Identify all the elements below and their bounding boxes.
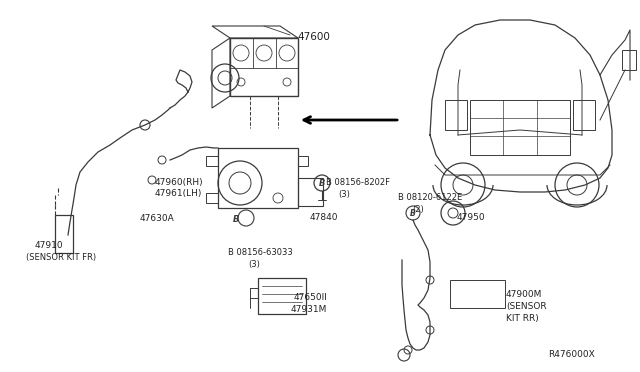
Bar [258,278,306,314]
Text: KIT RR): KIT RR) [506,314,539,323]
Bar [470,100,570,155]
Text: (3): (3) [338,190,350,199]
Bar [573,100,595,130]
Text: 47630A: 47630A [140,214,175,223]
Bar [230,38,298,96]
Text: (3): (3) [248,260,260,269]
Text: 47650II: 47650II [294,293,328,302]
Text: (2): (2) [412,205,424,214]
Text: B 08156-8202F: B 08156-8202F [326,178,390,187]
Text: B 08156-63033: B 08156-63033 [228,248,292,257]
Text: 47840: 47840 [310,213,339,222]
Bar [206,193,218,203]
Bar [298,178,323,206]
Text: 47950: 47950 [457,213,486,222]
Bar [55,215,73,253]
Bar [298,156,308,166]
Text: B: B [319,179,325,187]
Text: B: B [233,215,239,224]
Text: 47961(LH): 47961(LH) [155,189,202,198]
Text: 47900M: 47900M [506,290,542,299]
Bar [206,156,218,166]
Bar [622,50,636,70]
Bar [450,280,505,308]
Text: 47600: 47600 [297,32,330,42]
Text: (SENSOR: (SENSOR [506,302,547,311]
Text: B 08120-6122E: B 08120-6122E [398,193,462,202]
Text: 47910: 47910 [35,241,63,250]
Text: 47931M: 47931M [291,305,328,314]
Bar [445,100,467,130]
Text: (SENSOR KIT FR): (SENSOR KIT FR) [26,253,96,262]
Text: 47960(RH): 47960(RH) [155,178,204,187]
Text: R476000X: R476000X [548,350,595,359]
Bar [218,148,298,208]
Text: B: B [410,208,416,218]
